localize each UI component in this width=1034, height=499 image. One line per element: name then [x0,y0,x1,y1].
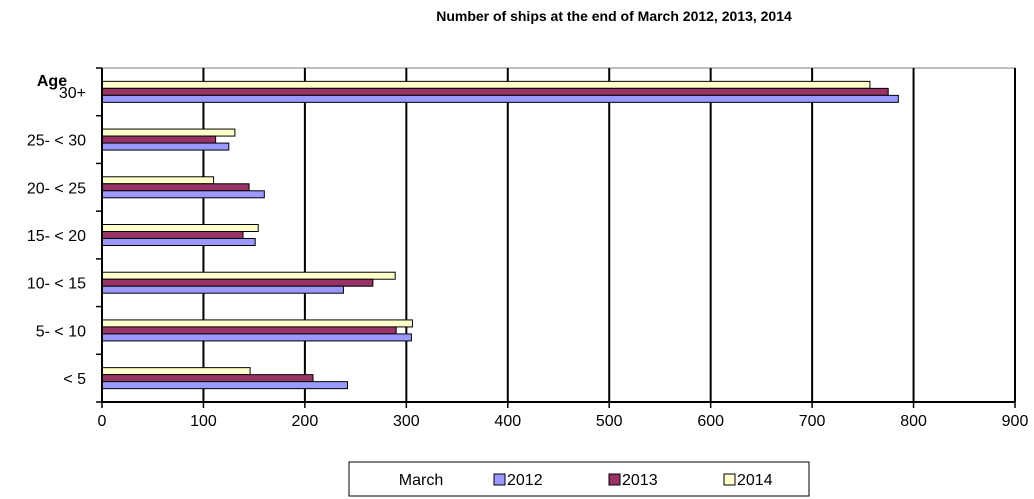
bar-2012 [101,142,230,151]
x-tick-label: 100 [190,413,217,430]
bar-2012 [101,238,256,246]
x-tick-label: 200 [292,413,319,430]
x-tick-label: 700 [799,413,826,430]
x-tick-label: 900 [1002,413,1029,430]
bar-2014 [101,176,215,185]
y-tick-label: < 5 [63,371,86,388]
legend-title: March [399,472,443,489]
bar-2014 [101,80,871,89]
bar-2014 [101,319,413,328]
y-tick-label: 20- < 25 [27,180,86,197]
bar-2013 [101,183,250,192]
bar-2012 [101,94,899,103]
bar-2013 [101,87,889,96]
x-tick-label: 800 [900,413,927,430]
legend-swatch-2012 [493,473,506,486]
legend: March 2012 2013 2014 [348,461,810,497]
bar-2012 [101,285,344,294]
x-tick-label: 300 [393,413,420,430]
legend-label-2012: 2012 [507,472,543,489]
grid-lines [101,68,1016,408]
legend-swatch-2014 [723,473,736,486]
y-tick-labels: 30+ 25- < 30 20- < 25 15- < 20 10- < 15 5- < … [27,85,86,388]
bar-2013 [101,278,374,287]
chart-title: Number of ships at the end of March 2012… [436,8,792,24]
bar-2012 [101,190,265,199]
x-tick-label: 400 [494,413,521,430]
y-tick-label: 30+ [59,85,86,102]
legend-label-2014: 2014 [737,472,773,489]
x-tick-label: 0 [98,413,107,430]
bar-2013 [101,231,244,239]
bar-2014 [101,128,236,137]
legend-items: 2012 2013 2014 [493,472,773,489]
axes [96,67,1015,403]
y-tick-label: 25- < 30 [27,133,86,150]
legend-label-2013: 2013 [622,472,658,489]
bar-2014 [101,271,396,280]
x-tick-label: 600 [697,413,724,430]
bar-2012 [101,333,412,342]
bar-2014 [101,367,251,376]
x-tick-label: 500 [596,413,623,430]
legend-swatch-2013 [608,473,621,486]
y-tick-label: 10- < 15 [27,276,86,293]
y-tick-label: 15- < 20 [27,228,86,245]
bar-2013 [101,374,314,383]
x-tick-labels: 0 100 200 300 400 500 600 700 800 900 [98,413,1029,430]
bar-2013 [101,326,397,335]
bar-2013 [101,135,217,144]
bar-2012 [101,381,348,390]
bar-2014 [101,224,259,232]
y-tick-label: 5- < 10 [36,323,86,340]
y-axis-label: Age [37,73,67,90]
